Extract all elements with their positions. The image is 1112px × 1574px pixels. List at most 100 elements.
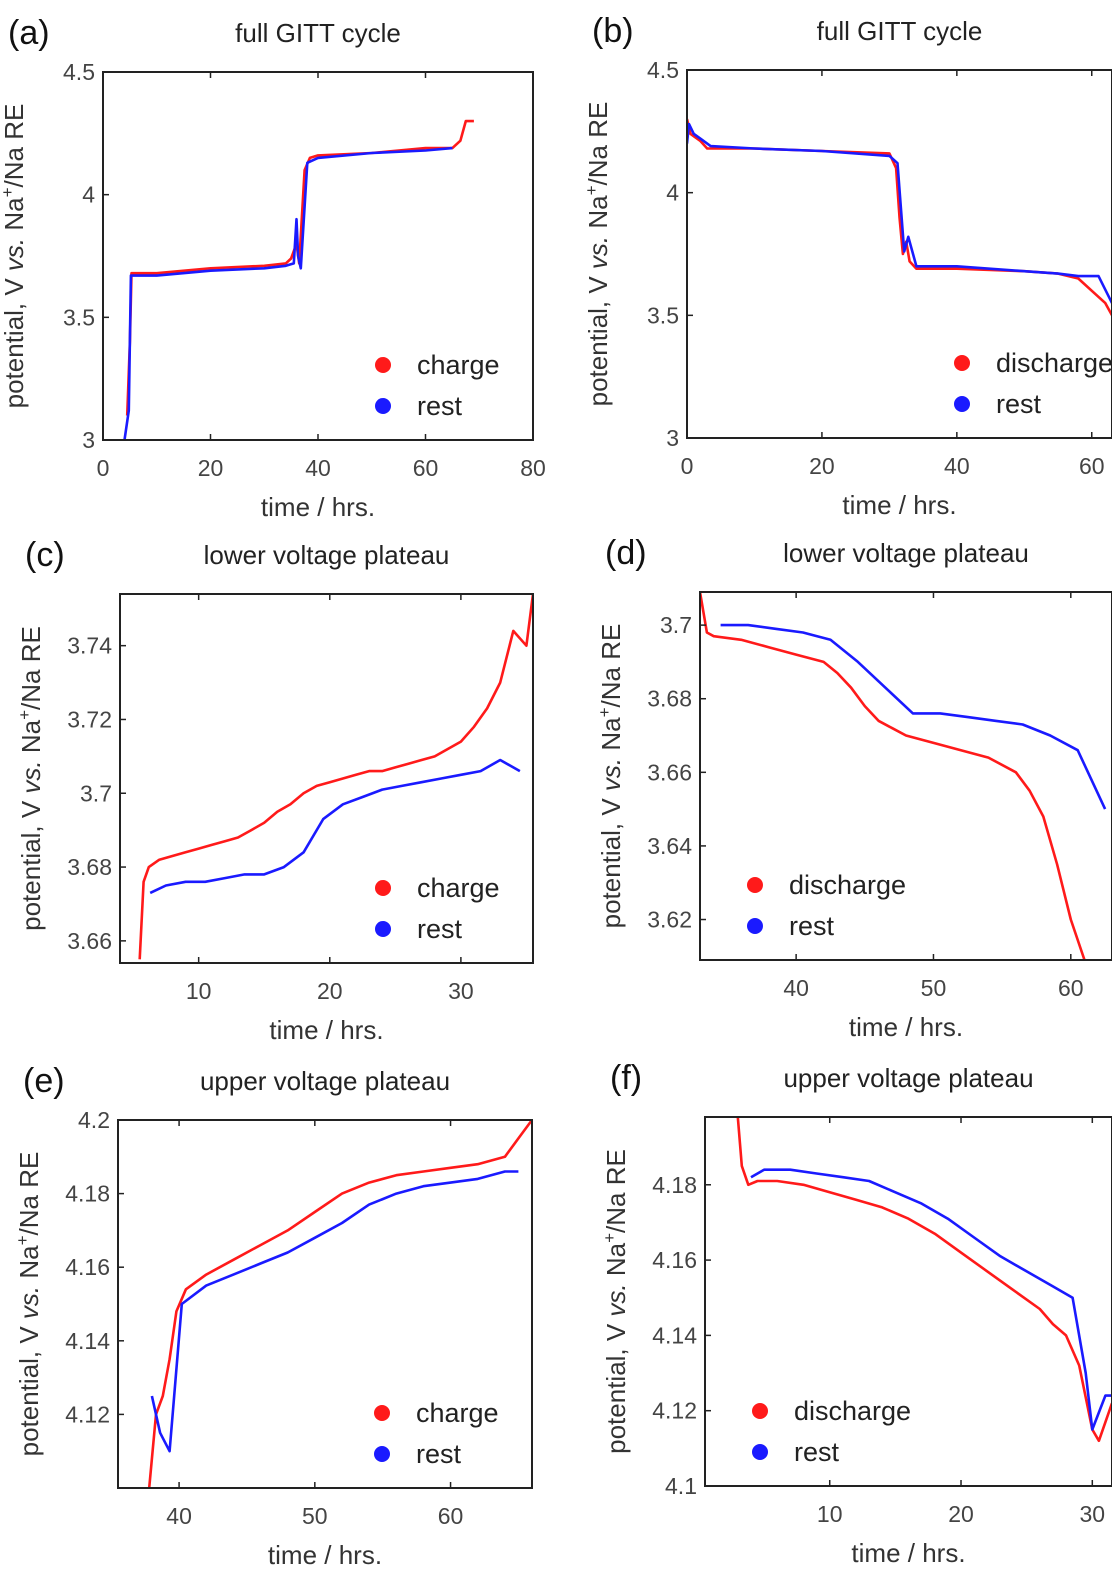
legend-marker-discharge — [954, 355, 970, 371]
y-axis-label-part: + — [0, 187, 17, 197]
y-tick-label: 4.12 — [652, 1398, 697, 1424]
y-axis-label-part: Na — [16, 719, 46, 760]
x-tick-label: 50 — [302, 1503, 328, 1529]
y-tick-label: 3 — [666, 425, 679, 451]
y-tick-label: 3.7 — [80, 780, 112, 806]
series-line-rest — [123, 146, 453, 440]
plot-frame — [119, 593, 534, 964]
y-axis-label-part: Na — [583, 195, 613, 236]
legend-label: charge — [417, 350, 500, 380]
chart-panel-d: (d) lower voltage plateau 40 50 60 3.62 3.64 3.… — [595, 534, 1112, 1042]
x-tick-label: 20 — [948, 1501, 974, 1527]
x-tick-label: 80 — [520, 455, 546, 481]
legend-label: rest — [417, 391, 463, 421]
legend: charge rest — [374, 1398, 499, 1469]
y-tick-label: 4.14 — [652, 1322, 697, 1348]
y-tick-label: 4.16 — [65, 1254, 110, 1280]
y-tick-label: 3.62 — [647, 907, 692, 933]
y-axis-label-part: potential, V — [596, 791, 626, 928]
y-axis-label-part: + — [582, 185, 601, 195]
series-line-discharge — [736, 1117, 1112, 1443]
chart-title: upper voltage plateau — [783, 1063, 1033, 1093]
y-tick-label: 4 — [82, 182, 95, 208]
y-tick-label: 4.5 — [63, 59, 95, 85]
legend-label: rest — [416, 1439, 462, 1469]
y-axis-label: potential, V vs. Na+/Na RE — [600, 1149, 631, 1454]
legend-marker-charge — [375, 880, 391, 896]
panel-label: (f) — [610, 1059, 642, 1097]
x-tick-label: 0 — [681, 453, 694, 479]
y-tick-label: 4.18 — [65, 1181, 110, 1207]
y-axis-label: potential, V vs. Na+/Na RE — [13, 1152, 44, 1457]
series-line-rest — [149, 758, 521, 895]
chart-title: full GITT cycle — [817, 16, 983, 46]
y-tick-label: 3.7 — [660, 612, 692, 638]
x-axis-label: time / hrs. — [851, 1538, 965, 1568]
panel-label: (c) — [25, 536, 65, 574]
y-tick-label: 4.2 — [78, 1107, 110, 1133]
legend-marker-rest — [954, 396, 970, 412]
legend: discharge rest — [747, 870, 906, 941]
y-tick-label: 3.68 — [67, 854, 112, 880]
legend-label: charge — [416, 1398, 499, 1428]
x-axis-label: time / hrs. — [268, 1540, 382, 1570]
x-tick-label: 40 — [305, 455, 331, 481]
y-axis-label-part: potential, V — [14, 1319, 44, 1456]
legend: discharge rest — [752, 1396, 911, 1467]
y-tick-label: 3.72 — [67, 706, 112, 732]
chart-title: lower voltage plateau — [204, 540, 450, 570]
x-tick-label: 40 — [166, 1503, 192, 1529]
y-axis-label-part: Na — [14, 1245, 44, 1286]
y-axis-label: potential, V vs. Na+/Na RE — [595, 624, 626, 929]
x-axis-label: time / hrs. — [269, 1015, 383, 1045]
legend-marker-rest — [375, 921, 391, 937]
y-tick-label: 3 — [82, 427, 95, 453]
plot-frame — [704, 1116, 1112, 1487]
y-tick-label: 3.66 — [67, 928, 112, 954]
y-axis-label-part: vs. — [0, 238, 29, 271]
y-tick-label: 4 — [666, 180, 679, 206]
panel-label: (d) — [605, 534, 647, 572]
legend-marker-discharge — [752, 1403, 768, 1419]
y-tick-label: 3.74 — [67, 633, 112, 659]
x-tick-label: 30 — [448, 978, 474, 1004]
y-tick-label: 3.68 — [647, 686, 692, 712]
legend: charge rest — [375, 873, 500, 944]
plot-frame — [102, 71, 534, 441]
legend: charge rest — [375, 350, 500, 421]
y-axis-label-part: potential, V — [0, 271, 29, 408]
legend-marker-rest — [374, 1446, 390, 1462]
x-axis-label: time / hrs. — [261, 492, 375, 522]
series-line-rest — [720, 623, 1107, 810]
x-tick-label: 60 — [1079, 453, 1105, 479]
y-axis-label-part: potential, V — [16, 794, 46, 931]
legend-marker-discharge — [747, 877, 763, 893]
y-axis-label-part: /Na RE — [14, 1152, 44, 1236]
legend-label: charge — [417, 873, 500, 903]
x-tick-label: 20 — [809, 453, 835, 479]
y-axis-label-part: /Na RE — [16, 626, 46, 710]
series-line-discharge — [700, 592, 1086, 960]
y-axis-label-part: + — [600, 1233, 619, 1243]
y-axis-label-part: vs. — [14, 1286, 44, 1319]
legend-marker-charge — [375, 357, 391, 373]
x-tick-label: 60 — [438, 1503, 464, 1529]
series-line-rest — [750, 1168, 1112, 1431]
y-axis-label-part: /Na RE — [596, 624, 626, 708]
y-axis-label-part: Na — [596, 717, 626, 758]
chart-panel-a: (a) full GITT cycle 0 20 40 60 80 3 3.5 4 4.5 time … — [0, 14, 546, 522]
y-axis-label: potential, V vs. Na+/Na RE — [0, 104, 29, 409]
y-axis-label-part: + — [595, 707, 614, 717]
panel-label: (a) — [8, 14, 50, 52]
y-axis-label-part: Na — [601, 1242, 631, 1283]
x-tick-label: 20 — [317, 978, 343, 1004]
y-axis-label-part: Na — [0, 197, 29, 238]
chart-panel-b: (b) full GITT cycle 0 20 40 60 3 3.5 4 4.5 time / … — [582, 12, 1112, 520]
x-tick-label: 30 — [1080, 1501, 1106, 1527]
x-tick-label: 40 — [944, 453, 970, 479]
y-tick-label: 3.66 — [647, 759, 692, 785]
series-line-rest — [687, 122, 1112, 304]
y-tick-label: 4.16 — [652, 1247, 697, 1273]
chart-title: lower voltage plateau — [783, 538, 1029, 568]
legend-marker-rest — [375, 398, 391, 414]
